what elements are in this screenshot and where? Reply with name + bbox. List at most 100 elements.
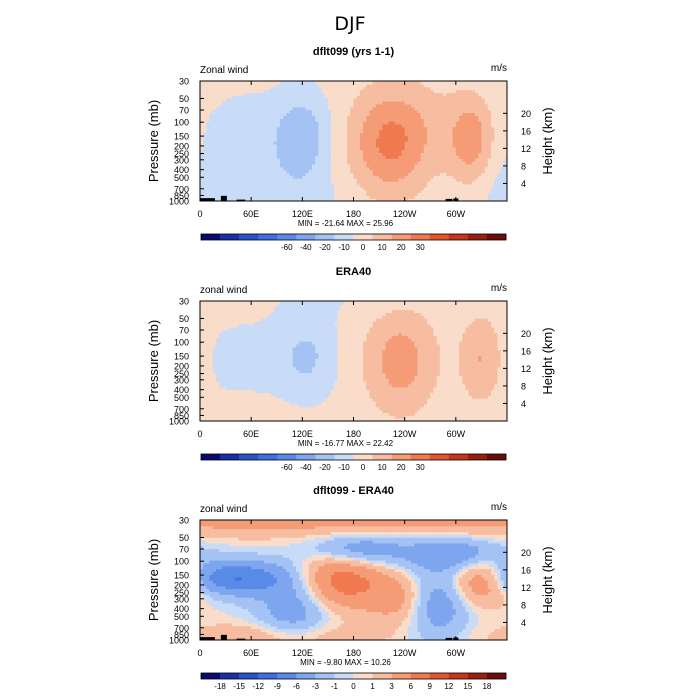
field-cell xyxy=(446,83,451,88)
field-cell xyxy=(452,86,457,91)
field-cell xyxy=(241,409,246,414)
field-cell xyxy=(388,103,393,108)
field-cell xyxy=(455,95,460,99)
field-cell xyxy=(260,81,265,85)
field-cell xyxy=(244,92,249,96)
field-cell xyxy=(366,132,371,136)
field-cell xyxy=(449,172,454,176)
field-cell xyxy=(215,129,220,134)
field-cell xyxy=(414,106,419,111)
field-cell xyxy=(238,358,243,362)
field-cell xyxy=(439,195,444,199)
colorbar-swatch xyxy=(239,234,259,240)
field-cell xyxy=(257,329,262,334)
field-cell xyxy=(353,178,358,182)
field-cell xyxy=(375,109,380,114)
field-cell xyxy=(433,141,438,145)
field-cell xyxy=(222,418,227,421)
field-cell xyxy=(315,155,319,159)
field-cell xyxy=(228,378,233,382)
field-cell xyxy=(228,349,233,354)
field-cell xyxy=(292,106,297,111)
field-cell xyxy=(305,163,310,168)
field-cell xyxy=(225,403,230,408)
field-cell xyxy=(292,172,297,176)
field-cell xyxy=(244,326,249,331)
field-cell xyxy=(315,195,319,199)
field-cell xyxy=(379,192,383,196)
field-cell xyxy=(318,198,323,201)
field-cell xyxy=(315,138,319,142)
field-cell xyxy=(327,101,332,105)
field-cell xyxy=(366,158,371,162)
field-cell xyxy=(372,172,377,176)
field-cell xyxy=(228,169,233,174)
field-cell xyxy=(382,155,387,159)
field-cell xyxy=(215,172,220,176)
field-cell xyxy=(497,121,502,125)
field-cell xyxy=(334,89,339,94)
field-cell xyxy=(228,398,233,402)
field-cell xyxy=(228,92,233,96)
field-cell xyxy=(427,103,431,108)
field-cell xyxy=(369,186,374,191)
field-cell xyxy=(270,126,275,131)
field-cell xyxy=(247,361,252,365)
field-cell xyxy=(203,103,207,108)
field-cell xyxy=(283,161,287,165)
field-cell xyxy=(289,98,294,102)
field-cell xyxy=(286,135,291,139)
field-cell xyxy=(222,143,227,148)
field-cell xyxy=(491,103,495,108)
field-cell xyxy=(462,146,467,151)
field-cell xyxy=(324,178,329,182)
field-cell xyxy=(260,392,265,396)
field-cell xyxy=(206,123,211,128)
field-cell xyxy=(439,141,444,145)
field-cell xyxy=(308,175,313,179)
field-cell xyxy=(324,138,329,142)
field-cell xyxy=(500,158,505,162)
field-cell xyxy=(500,183,505,188)
field-cell xyxy=(500,109,505,114)
field-cell xyxy=(420,126,425,131)
field-cell xyxy=(244,321,249,325)
field-cell xyxy=(260,301,265,305)
field-cell xyxy=(407,89,412,94)
field-cell xyxy=(219,389,223,394)
field-cell xyxy=(299,189,303,194)
field-cell xyxy=(219,89,223,94)
field-cell xyxy=(305,89,310,94)
field-cell xyxy=(500,115,505,119)
field-cell xyxy=(321,198,326,201)
field-cell xyxy=(260,126,265,131)
field-cell xyxy=(366,138,371,142)
field-cell xyxy=(286,112,291,116)
field-cell xyxy=(254,395,259,399)
field-cell xyxy=(401,118,406,122)
field-cell xyxy=(225,109,230,114)
field-cell xyxy=(257,109,262,114)
field-cell xyxy=(334,106,339,111)
field-cell xyxy=(366,181,371,185)
field-cell xyxy=(260,118,265,122)
field-cell xyxy=(286,189,291,194)
field-cell xyxy=(379,106,383,111)
field-cell xyxy=(238,346,243,351)
field-cell xyxy=(315,183,319,188)
field-cell xyxy=(420,81,425,85)
field-cell xyxy=(439,98,444,102)
field-cell xyxy=(286,101,291,105)
field-cell xyxy=(481,198,486,201)
field-cell xyxy=(369,172,374,176)
field-cell xyxy=(494,198,499,201)
field-cell xyxy=(254,95,259,99)
field-cell xyxy=(254,378,259,382)
field-cell xyxy=(305,198,310,201)
colorbar-label: -60 xyxy=(281,243,293,252)
field-cell xyxy=(321,118,326,122)
field-cell xyxy=(471,123,476,128)
field-cell xyxy=(286,175,291,179)
field-cell xyxy=(286,129,291,134)
field-cell xyxy=(465,89,470,94)
